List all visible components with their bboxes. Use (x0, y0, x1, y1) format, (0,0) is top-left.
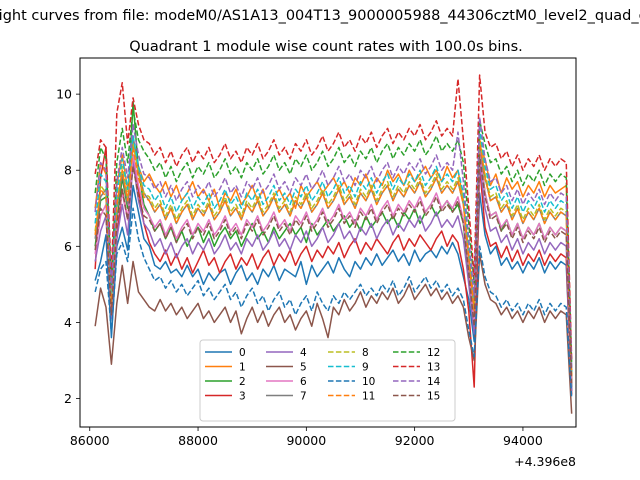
plot-frame (79, 57, 577, 428)
series-line-8 (94, 135, 573, 376)
legend-label-9: 9 (362, 362, 369, 374)
legend-label-12: 12 (427, 347, 440, 359)
y-axis: 2 4 6 8 10 (56, 87, 80, 406)
legend-label-13: 13 (427, 362, 440, 374)
legend-label-7: 7 (300, 391, 307, 403)
legend-label-8: 8 (362, 347, 369, 359)
series-line-3 (94, 146, 573, 395)
series-line-0 (94, 184, 573, 391)
legend-label-2: 2 (239, 376, 246, 388)
legend-label-15: 15 (427, 391, 440, 403)
x-tick-label: 92000 (395, 433, 435, 448)
y-tick-label: 4 (64, 315, 72, 330)
series-line-9 (94, 127, 573, 372)
legend-label-11: 11 (362, 391, 375, 403)
y-tick-label: 10 (56, 87, 72, 102)
series-line-14 (94, 116, 573, 369)
legend-label-14: 14 (427, 376, 441, 388)
x-tick-label: 86000 (70, 433, 110, 448)
series-line-13 (94, 74, 573, 361)
x-tick-label: 88000 (178, 433, 218, 448)
legend-label-6: 6 (300, 376, 307, 388)
legend-box (199, 339, 456, 422)
series-line-11 (94, 139, 573, 376)
figure-suptitle: Plotting light curves from file: modeM0/… (0, 8, 640, 24)
y-tick-label: 6 (64, 239, 72, 254)
x-tick-label: 94000 (503, 433, 543, 448)
series-layer (94, 74, 573, 414)
y-tick-label: 8 (64, 163, 72, 178)
legend-label-0: 0 (239, 347, 246, 359)
legend-label-4: 4 (300, 347, 307, 359)
series-line-1 (94, 139, 573, 380)
x-axis-offset-label: +4.396e8 (514, 454, 576, 469)
series-line-10 (94, 207, 573, 399)
legend-label-1: 1 (239, 362, 246, 374)
legend-label-10: 10 (362, 376, 375, 388)
series-line-4 (94, 161, 573, 391)
series-line-5 (94, 253, 573, 414)
x-tick-label: 90000 (286, 433, 326, 448)
legend-label-3: 3 (239, 391, 246, 403)
chart-title: Quadrant 1 module wise count rates with … (129, 39, 523, 55)
series-line-12 (94, 108, 573, 365)
x-axis: 86000 88000 90000 92000 94000 (70, 427, 543, 448)
series-line-15 (94, 154, 573, 384)
legend-label-5: 5 (300, 362, 307, 374)
y-tick-label: 2 (64, 391, 72, 406)
series-line-6 (94, 150, 573, 384)
